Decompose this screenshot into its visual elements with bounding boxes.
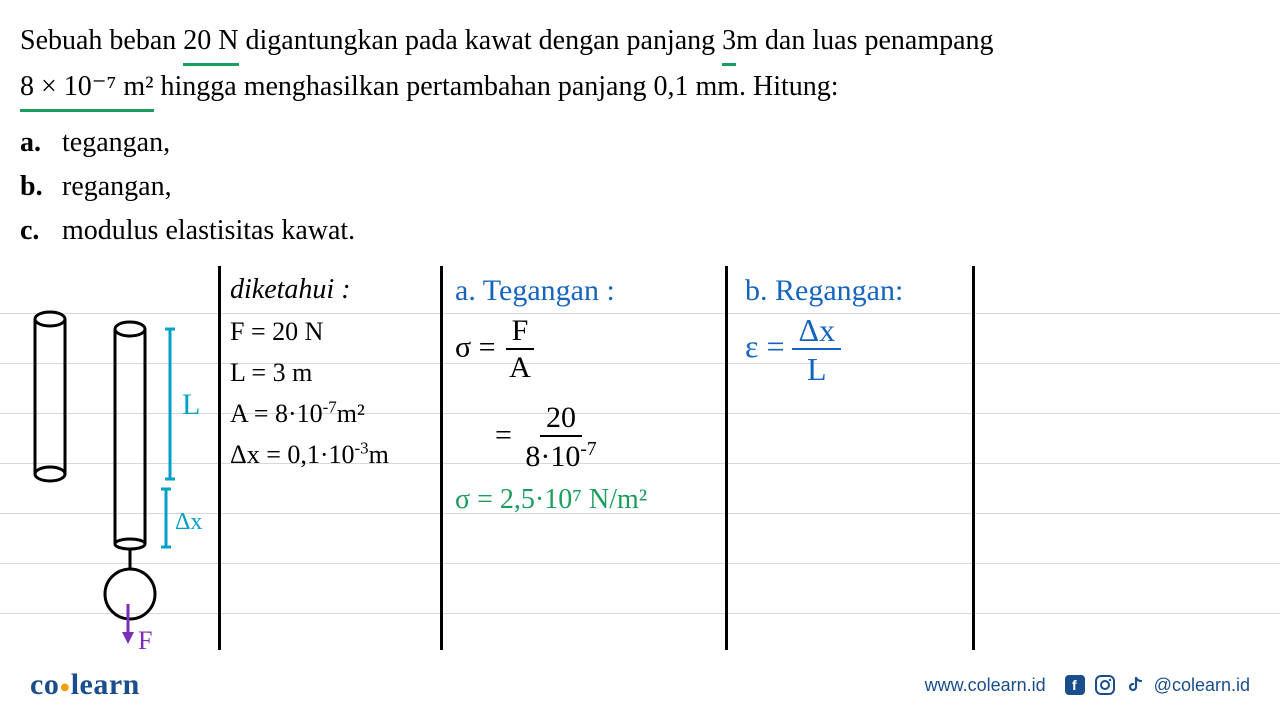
problem-statement: Sebuah beban 20 N digantungkan pada kawa… (0, 0, 1280, 122)
formula-sigma: σ = F A (455, 316, 725, 383)
known-dx: Δx = 0,1·10-3m (230, 437, 430, 472)
solution-a: a. Tegangan : σ = F A = 20 8·10-7 σ = 2,… (455, 274, 725, 516)
text: modulus elastisitas kawat. (62, 210, 355, 252)
logo-dot: ● (59, 677, 70, 697)
divider (218, 266, 221, 656)
question-b: b. regangan, (20, 166, 1250, 208)
fraction: 20 8·10-7 (519, 403, 602, 472)
divider (440, 266, 443, 656)
footer: co●learn www.colearn.id f @colearn.id (0, 650, 1280, 720)
tiktok-icon (1124, 674, 1146, 696)
title-regangan: b. Regangan: (745, 274, 965, 308)
facebook-icon: f (1064, 674, 1086, 696)
wire-diagram: F L Δx (20, 304, 210, 664)
logo-co: co (30, 668, 59, 701)
underline-area: 8 × 10⁻⁷ m² (20, 66, 154, 112)
text: regangan, (62, 166, 172, 208)
social-icons: f @colearn.id (1064, 674, 1250, 696)
result-sigma: σ = 2,5·10⁷ N/m² (455, 484, 725, 516)
known-column: diketahui : F = 20 N L = 3 m A = 8·10-7m… (230, 274, 430, 475)
label-dx: Δx (175, 509, 202, 535)
divider (725, 266, 728, 656)
instagram-icon (1094, 674, 1116, 696)
work-area: F L Δx diketahui : F = 20 N L = 3 m A = … (0, 264, 1280, 664)
title-tegangan: a. Tegangan : (455, 274, 725, 308)
label: a. (20, 122, 44, 164)
known-L: L = 3 m (230, 355, 430, 390)
divider (972, 266, 975, 656)
label: c. (20, 210, 44, 252)
known-title: diketahui : (230, 274, 430, 306)
text: digantungkan pada kawat dengan panjang (239, 25, 723, 56)
underline-load: 20 N (183, 20, 238, 66)
logo-learn: learn (71, 668, 140, 701)
substitution: = 20 8·10-7 (495, 403, 725, 472)
solution-b: b. Regangan: ε = Δx L (745, 274, 965, 385)
known-F: F = 20 N (230, 314, 430, 349)
question-a: a. tegangan, (20, 122, 1250, 164)
footer-handle: @colearn.id (1154, 675, 1250, 696)
footer-right: www.colearn.id f @colearn.id (925, 674, 1250, 696)
formula-epsilon: ε = Δx L (745, 314, 965, 385)
text: tegangan, (62, 122, 170, 164)
known-A: A = 8·10-7m² (230, 396, 430, 431)
text: hingga menghasilkan pertambahan panjang … (154, 71, 839, 102)
fraction: Δx L (792, 314, 841, 385)
underline-length: 3 (722, 20, 736, 66)
brand-logo: co●learn (30, 668, 140, 702)
question-c: c. modulus elastisitas kawat. (20, 210, 1250, 252)
svg-text:f: f (1072, 677, 1077, 693)
label: b. (20, 166, 44, 208)
fraction: F A (503, 316, 537, 383)
label-L: L (182, 388, 200, 421)
text: Sebuah beban (20, 25, 183, 56)
question-list: a. tegangan, b. regangan, c. modulus ela… (0, 122, 1280, 259)
footer-url: www.colearn.id (925, 675, 1046, 696)
text: m dan luas penampang (736, 25, 993, 56)
